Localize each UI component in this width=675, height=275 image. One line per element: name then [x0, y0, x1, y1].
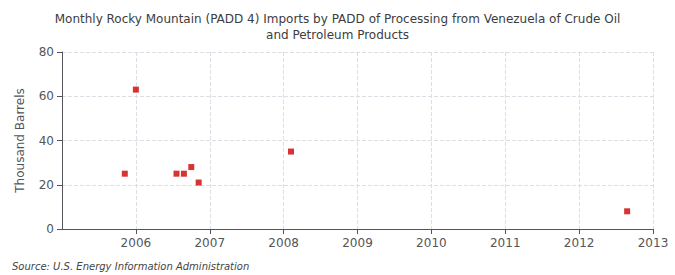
svg-text:40: 40	[39, 134, 54, 148]
svg-text:2011: 2011	[490, 236, 521, 250]
svg-text:20: 20	[39, 178, 54, 192]
svg-text:2009: 2009	[342, 236, 373, 250]
svg-text:60: 60	[39, 89, 54, 103]
svg-text:2010: 2010	[416, 236, 447, 250]
svg-text:Monthly Rocky Mountain (PADD 4: Monthly Rocky Mountain (PADD 4) Imports …	[55, 12, 621, 26]
svg-text:Thousand Barrels: Thousand Barrels	[13, 88, 27, 193]
svg-text:2007: 2007	[194, 236, 225, 250]
svg-text:2008: 2008	[268, 236, 299, 250]
svg-text:0: 0	[46, 222, 54, 236]
svg-text:80: 80	[39, 45, 54, 59]
svg-text:Source: U.S. Energy Informatio: Source: U.S. Energy Information Administ…	[12, 261, 249, 272]
svg-text:2012: 2012	[564, 236, 595, 250]
svg-text:2013: 2013	[638, 236, 669, 250]
svg-text:2006: 2006	[121, 236, 152, 250]
svg-text:and Petroleum Products: and Petroleum Products	[266, 28, 409, 42]
